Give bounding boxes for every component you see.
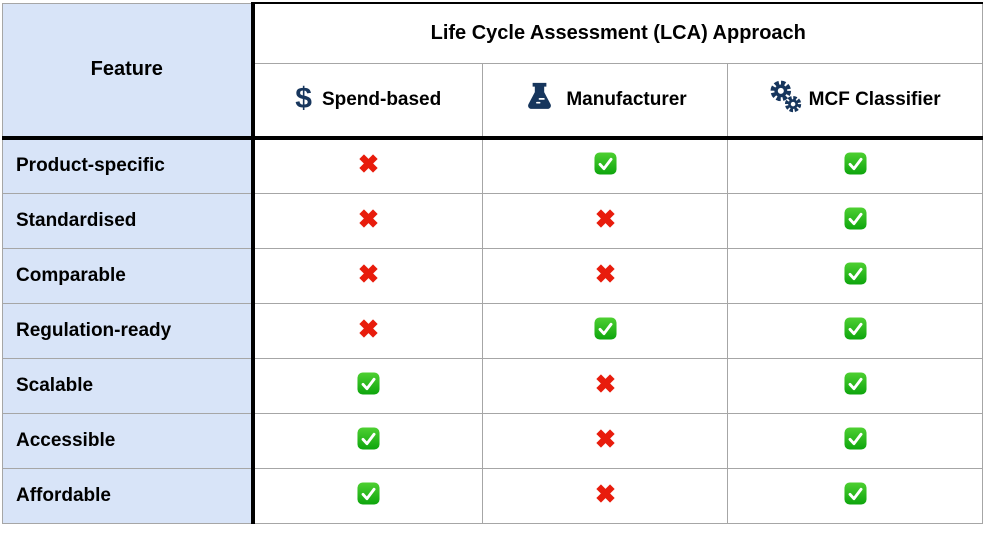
- table-row: Affordable: [2, 467, 983, 524]
- mark-cell: [252, 302, 483, 359]
- check-icon: [357, 481, 380, 505]
- gears-icon: [769, 80, 803, 120]
- mark-cell: [252, 467, 483, 524]
- cross-icon: [592, 370, 619, 397]
- cross-icon: [592, 480, 619, 507]
- mark-cell: [727, 467, 983, 524]
- column-header-label: Manufacturer: [566, 88, 687, 110]
- column-header-mcf-classifier: MCF Classifier: [727, 62, 983, 140]
- feature-column-header: Feature: [2, 2, 255, 140]
- mark-cell: [727, 192, 983, 249]
- check-icon: [843, 426, 867, 450]
- column-header-label: MCF Classifier: [808, 88, 941, 110]
- feature-label: Scalable: [2, 357, 255, 414]
- mark-cell: [727, 412, 983, 469]
- lca-comparison-table: Feature Life Cycle Assessment (LCA) Appr…: [2, 2, 983, 524]
- check-icon: [357, 371, 380, 395]
- check-icon: [357, 426, 380, 450]
- check-icon: [843, 206, 867, 230]
- table-row: Comparable: [2, 247, 983, 304]
- cross-icon: [592, 205, 619, 232]
- column-header-label: Spend-based: [321, 88, 442, 110]
- table-row: Standardised: [2, 192, 983, 249]
- approach-header-row: $ Spend-based Manufacturer: [3, 62, 983, 140]
- mark-cell: [482, 302, 728, 359]
- feature-label: Regulation-ready: [2, 302, 255, 359]
- mark-cell: [252, 192, 483, 249]
- check-icon: [843, 261, 867, 285]
- table-row: Accessible: [2, 412, 983, 469]
- mark-cell: [727, 137, 983, 194]
- mark-cell: [727, 302, 983, 359]
- check-icon: [843, 371, 867, 395]
- cross-icon: [355, 260, 382, 287]
- table-row: Product-specific: [2, 137, 983, 194]
- mark-cell: [727, 357, 983, 414]
- check-icon: [843, 152, 867, 175]
- feature-label: Standardised: [2, 192, 255, 249]
- check-icon: [593, 316, 617, 340]
- check-icon: [843, 316, 867, 340]
- cross-icon: [355, 315, 382, 342]
- group-header: Life Cycle Assessment (LCA) Approach: [252, 2, 983, 64]
- mark-cell: [482, 357, 728, 414]
- mark-cell: [482, 412, 728, 469]
- dollar-icon: $: [295, 81, 312, 115]
- mark-cell: [252, 412, 483, 469]
- column-header-spend-based: $ Spend-based: [252, 62, 483, 140]
- table-row: Scalable: [2, 357, 983, 414]
- feature-label: Comparable: [2, 247, 255, 304]
- mark-cell: [482, 247, 728, 304]
- cross-icon: [355, 205, 382, 232]
- check-icon: [593, 152, 617, 175]
- flask-icon: [523, 80, 556, 119]
- mark-cell: [482, 137, 728, 194]
- mark-cell: [252, 357, 483, 414]
- cross-icon: [592, 260, 619, 287]
- check-icon: [843, 481, 867, 505]
- table-row: Regulation-ready: [2, 302, 983, 359]
- mark-cell: [727, 247, 983, 304]
- feature-label: Accessible: [2, 412, 255, 469]
- mark-cell: [252, 247, 483, 304]
- feature-label: Product-specific: [2, 137, 255, 194]
- table-body: Product-specific Standardised Comparable…: [2, 137, 983, 524]
- cross-icon: [355, 150, 382, 177]
- mark-cell: [482, 192, 728, 249]
- feature-label: Affordable: [2, 467, 255, 524]
- mark-cell: [482, 467, 728, 524]
- column-header-manufacturer: Manufacturer: [482, 62, 728, 140]
- cross-icon: [592, 425, 619, 452]
- mark-cell: [252, 137, 483, 194]
